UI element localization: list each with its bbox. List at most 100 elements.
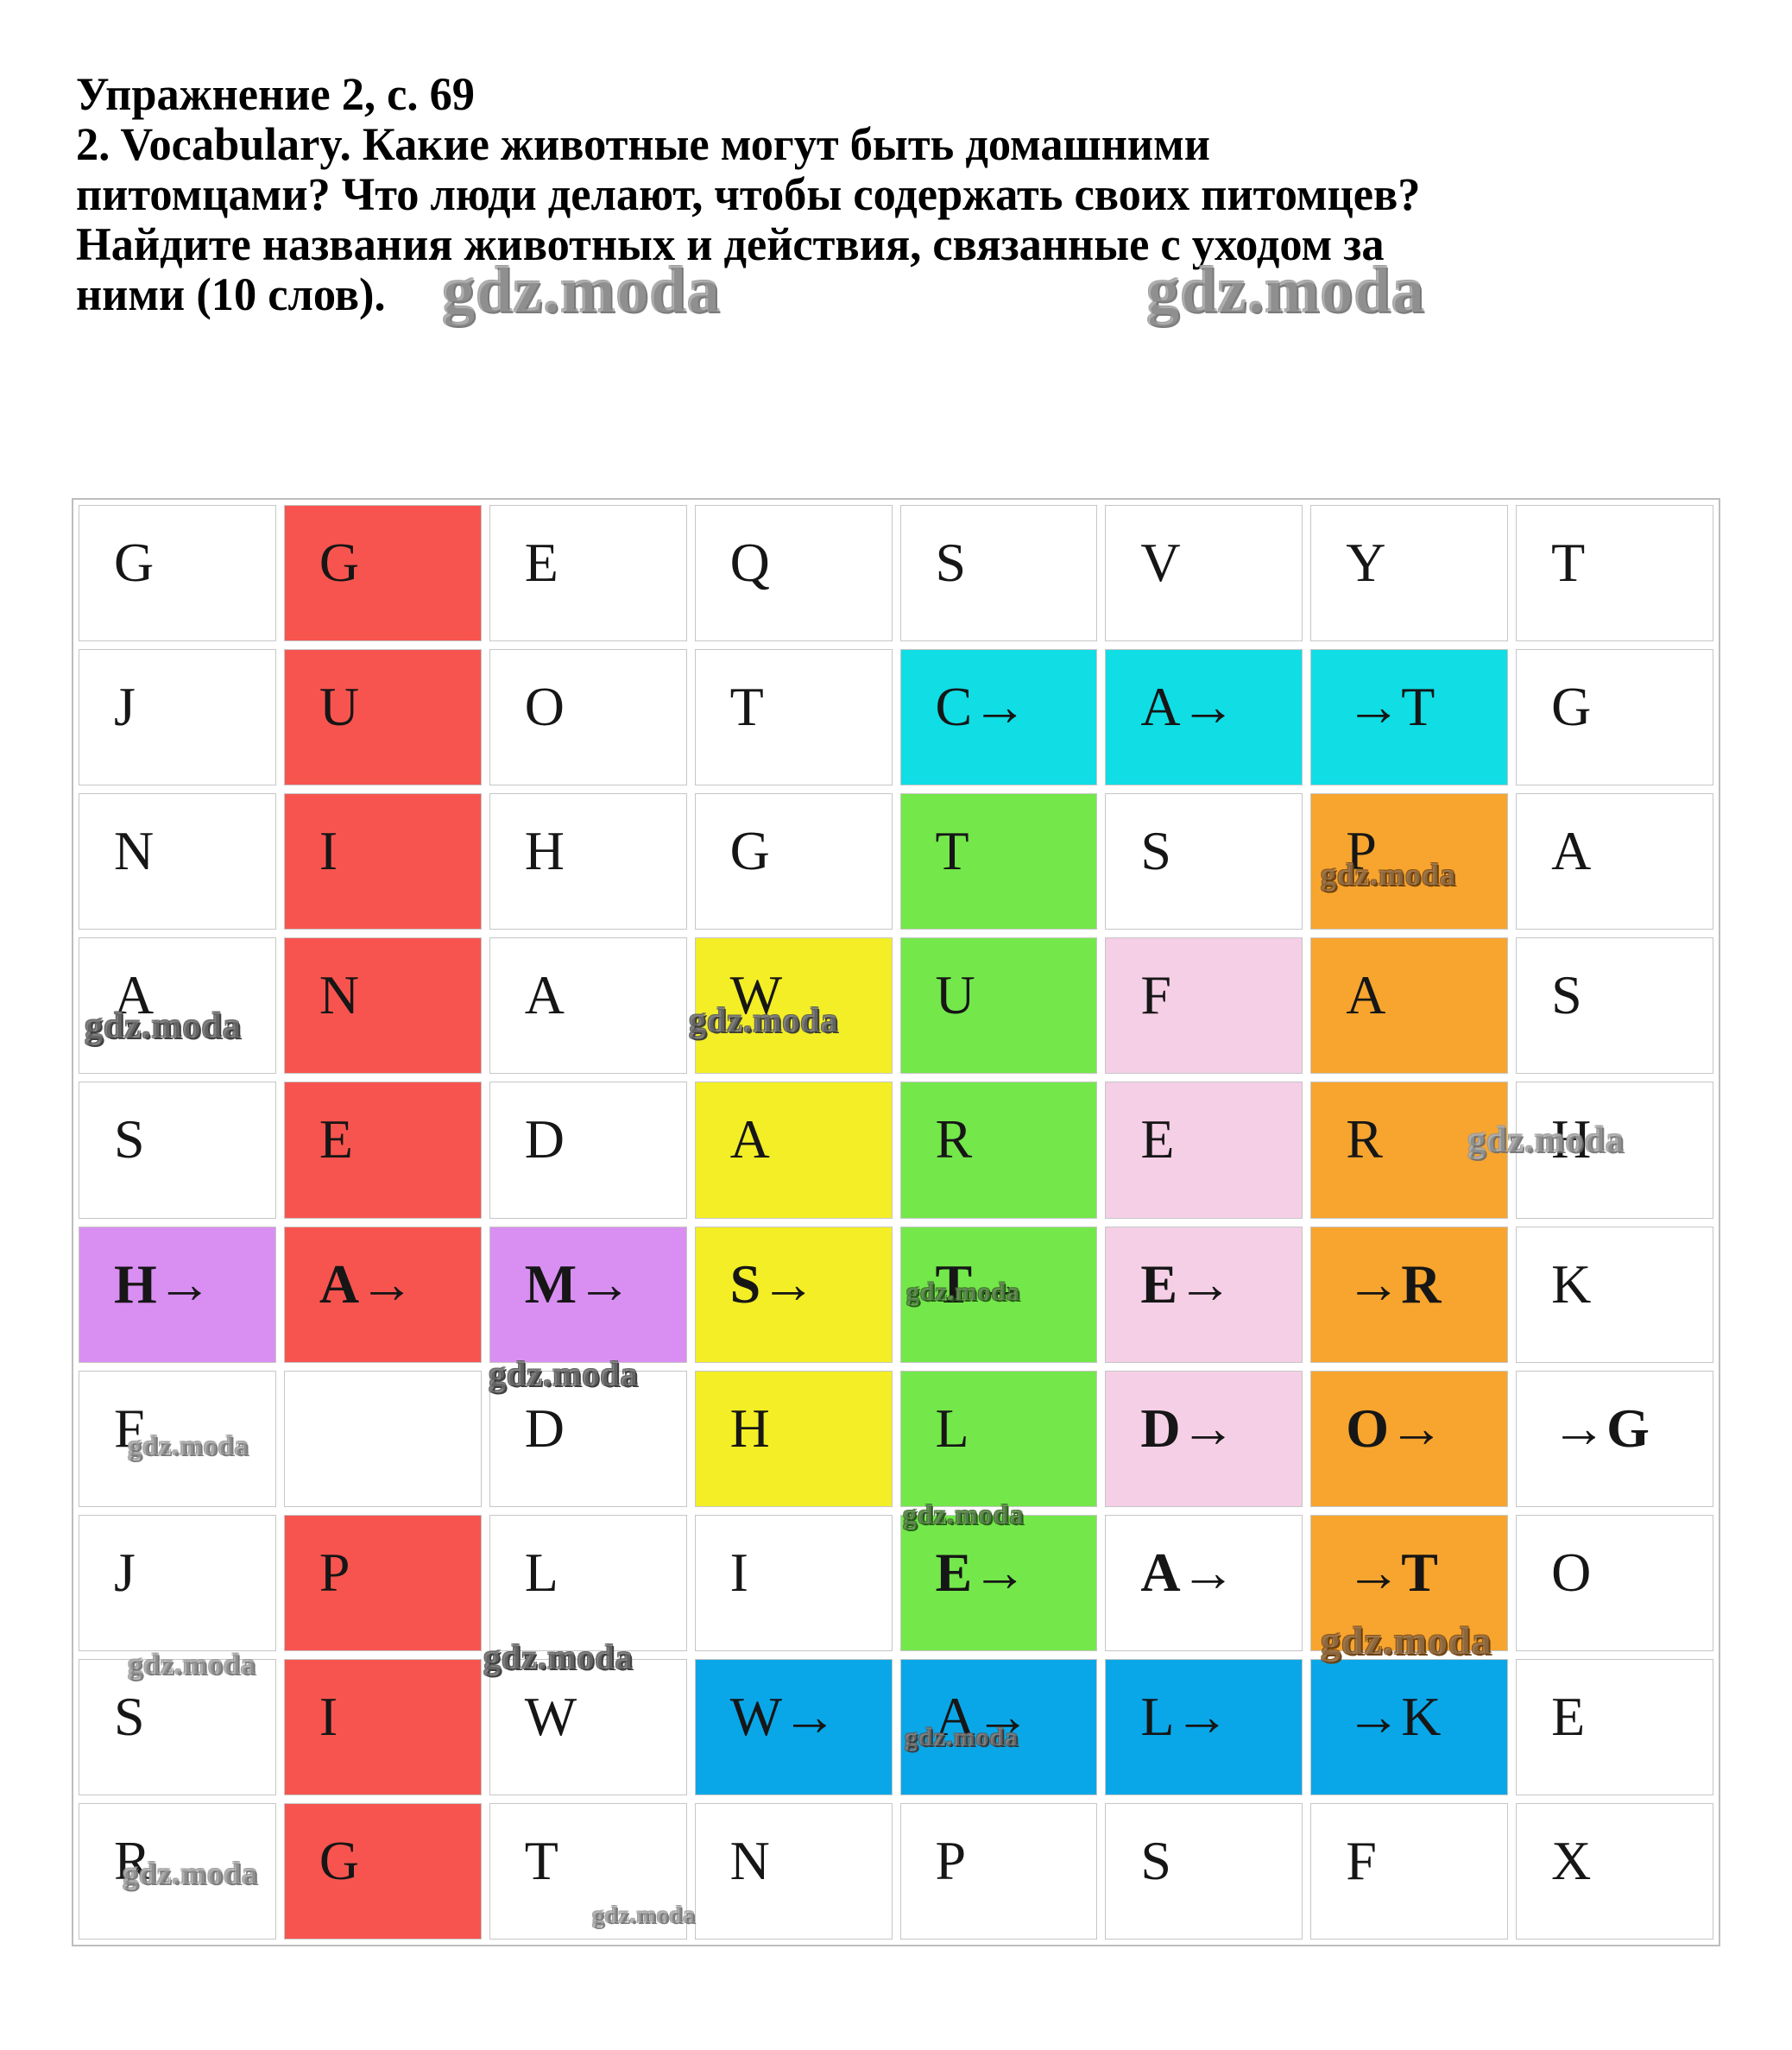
grid-cell: V xyxy=(1105,505,1303,642)
grid-cell-letter: T xyxy=(935,820,969,882)
grid-cell: F xyxy=(1310,1802,1509,1940)
grid-cell: N xyxy=(283,937,482,1075)
grid-cell: M→ xyxy=(489,1226,687,1363)
grid-cell-letter: E xyxy=(319,1108,353,1170)
grid-cell: W xyxy=(694,937,893,1075)
grid-cell-letter: F xyxy=(1140,964,1171,1026)
grid-cell: G xyxy=(694,793,893,930)
watermark: gdz.moda xyxy=(1467,1120,1625,1160)
grid-cell: A→ xyxy=(1105,1514,1303,1651)
grid-cell-letter: R xyxy=(1346,1108,1383,1170)
grid-cell-letter: H xyxy=(524,820,565,882)
grid-cell: F xyxy=(79,1370,276,1507)
grid-cell-letter: E xyxy=(1551,1685,1586,1747)
grid-cell-letter: A xyxy=(1346,964,1386,1026)
watermark: gdz.moda xyxy=(1321,857,1457,892)
grid-cell: A→ xyxy=(1105,649,1303,786)
exercise-title: Упражнение 2, с. 69 xyxy=(76,68,475,120)
grid-cell: E xyxy=(489,505,687,642)
grid-cell-letter: I xyxy=(729,1541,748,1603)
grid-cell-letter: E xyxy=(524,532,558,593)
grid-cell: S xyxy=(79,1658,276,1795)
grid-cell-letter: W→ xyxy=(729,1685,838,1747)
grid-cell: O→ xyxy=(1310,1370,1509,1507)
grid-cell: A xyxy=(1310,937,1509,1075)
grid-cell: A xyxy=(489,937,687,1075)
watermark: gdz.moda xyxy=(483,1637,634,1676)
grid-cell-letter: A xyxy=(1551,820,1592,882)
grid-cell: L→ xyxy=(1105,1658,1303,1795)
grid-cell: A xyxy=(1516,793,1713,930)
letter-grid: G G E Q S V Y T J U O T C→ A→ →T G N I H G T S P A A N A W U F A S S E D A R… xyxy=(72,498,1720,1946)
watermark: gdz.moda xyxy=(1146,254,1425,326)
grid-cell-letter: S xyxy=(114,1685,145,1747)
grid-cell-letter: K xyxy=(1551,1252,1592,1315)
grid-cell-letter: G xyxy=(319,532,360,593)
grid-cell-letter: Y xyxy=(1346,532,1386,593)
grid-cell: C→ xyxy=(899,649,1098,786)
grid-cell: G xyxy=(79,505,276,642)
grid-cell-letter: D xyxy=(524,1397,565,1459)
grid-cell-letter: H→ xyxy=(114,1252,212,1315)
grid-cell: →K xyxy=(1310,1658,1509,1795)
grid-cell-letter: N xyxy=(319,964,360,1026)
grid-cell: S xyxy=(899,505,1098,642)
grid-cell: R xyxy=(79,1802,276,1940)
grid-cell-letter: A→ xyxy=(935,1685,1031,1747)
exercise-header: Упражнение 2, с. 69 2. Vocabulary. Какие… xyxy=(76,69,1733,319)
grid-cell-letter: →R xyxy=(1346,1252,1442,1315)
watermark: gdz.moda xyxy=(906,1277,1021,1306)
grid-cell-letter: L xyxy=(935,1397,969,1459)
watermark: gdz.moda xyxy=(905,1723,1019,1751)
grid-cell: D xyxy=(489,1082,687,1219)
grid-cell: H xyxy=(489,793,687,930)
grid-cell: R xyxy=(899,1082,1098,1219)
grid-cell-letter: P xyxy=(319,1541,350,1603)
grid-cell: P xyxy=(283,1514,482,1651)
grid-cell: E xyxy=(1516,1658,1713,1795)
grid-cell: L xyxy=(899,1370,1098,1507)
grid-cell: U xyxy=(283,649,482,786)
grid-cell: S→ xyxy=(694,1226,893,1363)
grid-cell: J xyxy=(79,1514,276,1651)
grid-cell-letter: A→ xyxy=(319,1252,415,1315)
grid-cell-letter: T→ xyxy=(935,1252,1028,1315)
grid-cell-letter: V xyxy=(1140,532,1181,593)
grid-cell-letter: P xyxy=(1346,820,1377,882)
grid-cell: →G xyxy=(1516,1370,1713,1507)
grid-cell-letter: D xyxy=(524,1108,565,1170)
grid-cell: E xyxy=(283,1082,482,1219)
grid-cell-letter: →G xyxy=(1551,1397,1650,1459)
grid-cell: N xyxy=(79,793,276,930)
grid-cell: R xyxy=(1310,1082,1509,1219)
grid-cell-letter: E→ xyxy=(1140,1252,1234,1315)
grid-cell-letter: R xyxy=(114,1829,151,1891)
grid-cell-letter: O→ xyxy=(1346,1397,1445,1459)
grid-cell-letter: S xyxy=(1551,964,1582,1026)
grid-cell-letter: O xyxy=(524,676,565,738)
grid-cell-letter: T xyxy=(1551,532,1586,593)
grid-cell-letter: E→ xyxy=(935,1541,1028,1603)
grid-cell: N xyxy=(694,1802,893,1940)
watermark: gdz.moda xyxy=(903,1498,1025,1530)
grid-cell: →T xyxy=(1310,649,1509,786)
grid-cell-letter: I xyxy=(319,820,338,882)
watermark: gdz.moda xyxy=(1321,1618,1492,1662)
watermark: gdz.moda xyxy=(123,1856,259,1890)
grid-cell: A xyxy=(694,1082,893,1219)
grid-cell: K xyxy=(1516,1226,1713,1363)
grid-cell: I xyxy=(283,793,482,930)
grid-cell-letter: G xyxy=(319,1829,360,1891)
grid-cell-letter: S xyxy=(935,532,967,593)
grid-cell: I xyxy=(694,1514,893,1651)
grid-cell: T xyxy=(1516,505,1713,642)
grid-cell-letter: H xyxy=(1551,1108,1592,1170)
grid-cell: O xyxy=(1516,1514,1713,1651)
grid-cell-letter: F xyxy=(1346,1829,1377,1891)
grid-cell: L xyxy=(489,1514,687,1651)
grid-cell: H xyxy=(694,1370,893,1507)
grid-cell: G xyxy=(1516,649,1713,786)
task-text-line-2: питомцами? Что люди делают, чтобы содерж… xyxy=(76,168,1421,220)
grid-cell: P xyxy=(1310,793,1509,930)
